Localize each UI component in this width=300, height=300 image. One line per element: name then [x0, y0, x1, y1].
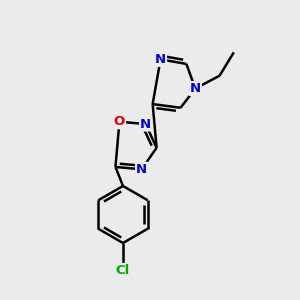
Text: Cl: Cl [116, 264, 130, 277]
Text: N: N [155, 53, 166, 66]
Text: O: O [114, 115, 125, 128]
Text: N: N [190, 82, 201, 95]
Text: N: N [140, 118, 151, 130]
Text: N: N [136, 163, 147, 176]
